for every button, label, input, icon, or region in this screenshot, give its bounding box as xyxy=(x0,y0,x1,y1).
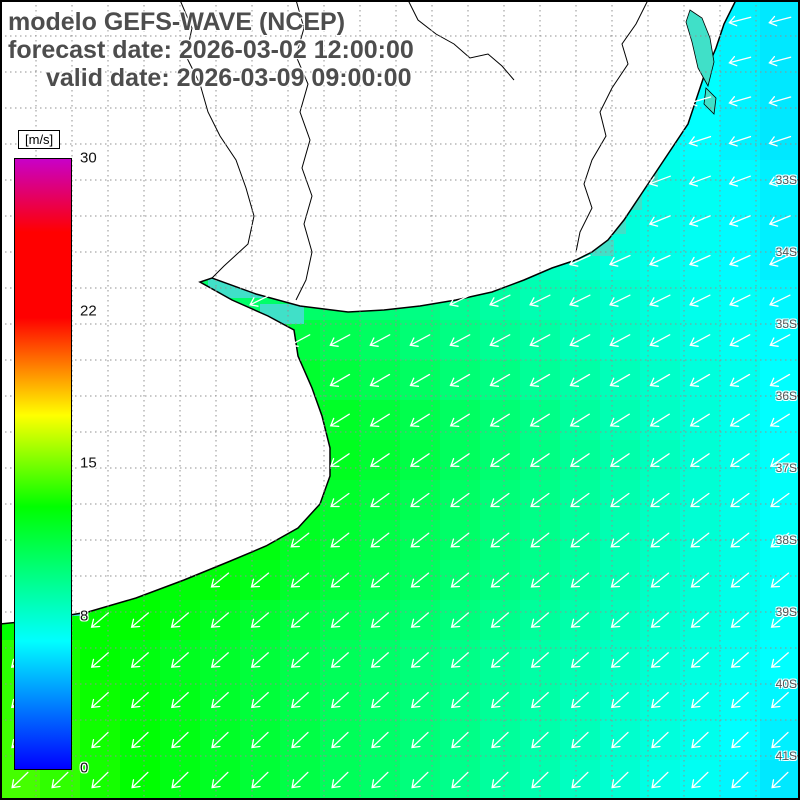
lat-label: 37S xyxy=(775,461,797,475)
lat-label: 39S xyxy=(775,605,797,619)
colorbar-tick: 22 xyxy=(80,302,97,319)
colorbar-unit-label: [m/s] xyxy=(18,130,61,149)
lat-label: 36S xyxy=(775,389,797,403)
lat-label: 34S xyxy=(775,245,797,259)
forecast-date-label: forecast date: 2026-03-02 12:00:00 xyxy=(8,36,414,64)
colorbar-tick: 0 xyxy=(80,759,89,777)
valid-date-label: valid date: 2026-03-09 09:00:00 xyxy=(46,64,412,92)
lat-label: 33S xyxy=(775,173,797,187)
model-title: modelo GEFS-WAVE (NCEP) xyxy=(8,8,346,36)
colorbar-tick: 15 xyxy=(80,454,97,472)
title-block: modelo GEFS-WAVE (NCEP) forecast date: 2… xyxy=(8,8,414,92)
lat-label: 41S xyxy=(775,749,797,763)
lat-label: 38S xyxy=(775,533,797,547)
lat-label: 40S xyxy=(775,677,797,691)
colorbar-gradient xyxy=(14,158,72,770)
latitude-labels: 33S 34S 35S 36S 37S 38S 39S 40S 41S xyxy=(760,0,800,800)
colorbar-tick: 8 xyxy=(80,607,89,624)
colorbar: [m/s] 30 22 15 8 0 xyxy=(0,0,110,800)
colorbar-tick: 30 xyxy=(80,149,97,167)
lat-label: 35S xyxy=(775,317,797,331)
